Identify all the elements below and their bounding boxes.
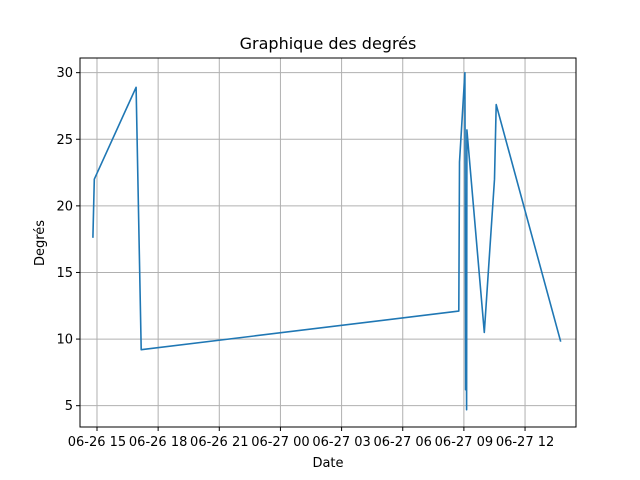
x-tick-label: 06-27 06 <box>374 435 432 450</box>
x-tick-label: 06-27 09 <box>435 435 493 450</box>
x-axis: 06-26 15 06-26 18 06-26 21 06-27 00 06-27 03… <box>68 427 554 450</box>
x-tick-label: 06-27 00 <box>251 435 309 450</box>
y-tick-label: 25 <box>56 133 73 148</box>
plot-area <box>80 58 576 427</box>
x-axis-label: Date <box>312 456 343 471</box>
y-axis: 5 10 15 20 25 30 <box>56 66 80 414</box>
x-tick-label: 06-26 21 <box>190 435 248 450</box>
x-tick-label: 06-27 12 <box>496 435 554 450</box>
x-tick-label: 06-26 15 <box>68 435 126 450</box>
series-line <box>92 71 562 411</box>
y-tick-label: 20 <box>56 199 73 214</box>
series-layer <box>92 71 562 411</box>
grid <box>80 58 576 427</box>
y-axis-label: Degrés <box>33 220 48 266</box>
y-tick-label: 15 <box>56 266 73 281</box>
x-tick-label: 06-27 03 <box>312 435 370 450</box>
y-tick-label: 10 <box>56 333 73 348</box>
chart-title: Graphique des degrés <box>240 34 417 53</box>
x-tick-label: 06-26 18 <box>129 435 187 450</box>
plot-frame <box>79 57 577 428</box>
y-tick-label: 30 <box>56 66 73 81</box>
y-tick-label: 5 <box>65 399 73 414</box>
